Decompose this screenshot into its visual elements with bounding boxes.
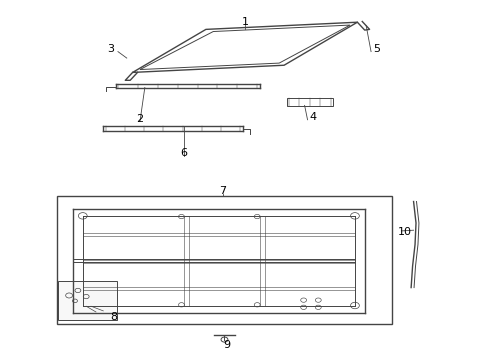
Text: 9: 9 xyxy=(223,340,230,350)
Bar xyxy=(287,98,333,106)
Text: 8: 8 xyxy=(110,312,118,322)
Bar xyxy=(58,281,117,320)
Bar xyxy=(57,196,392,324)
Text: 1: 1 xyxy=(242,17,248,27)
Text: 5: 5 xyxy=(373,44,380,54)
Text: 3: 3 xyxy=(107,44,114,54)
Text: 7: 7 xyxy=(220,186,226,197)
Text: 6: 6 xyxy=(180,148,187,158)
Text: 10: 10 xyxy=(398,227,412,237)
Text: 4: 4 xyxy=(310,112,317,122)
Text: 2: 2 xyxy=(136,114,144,124)
